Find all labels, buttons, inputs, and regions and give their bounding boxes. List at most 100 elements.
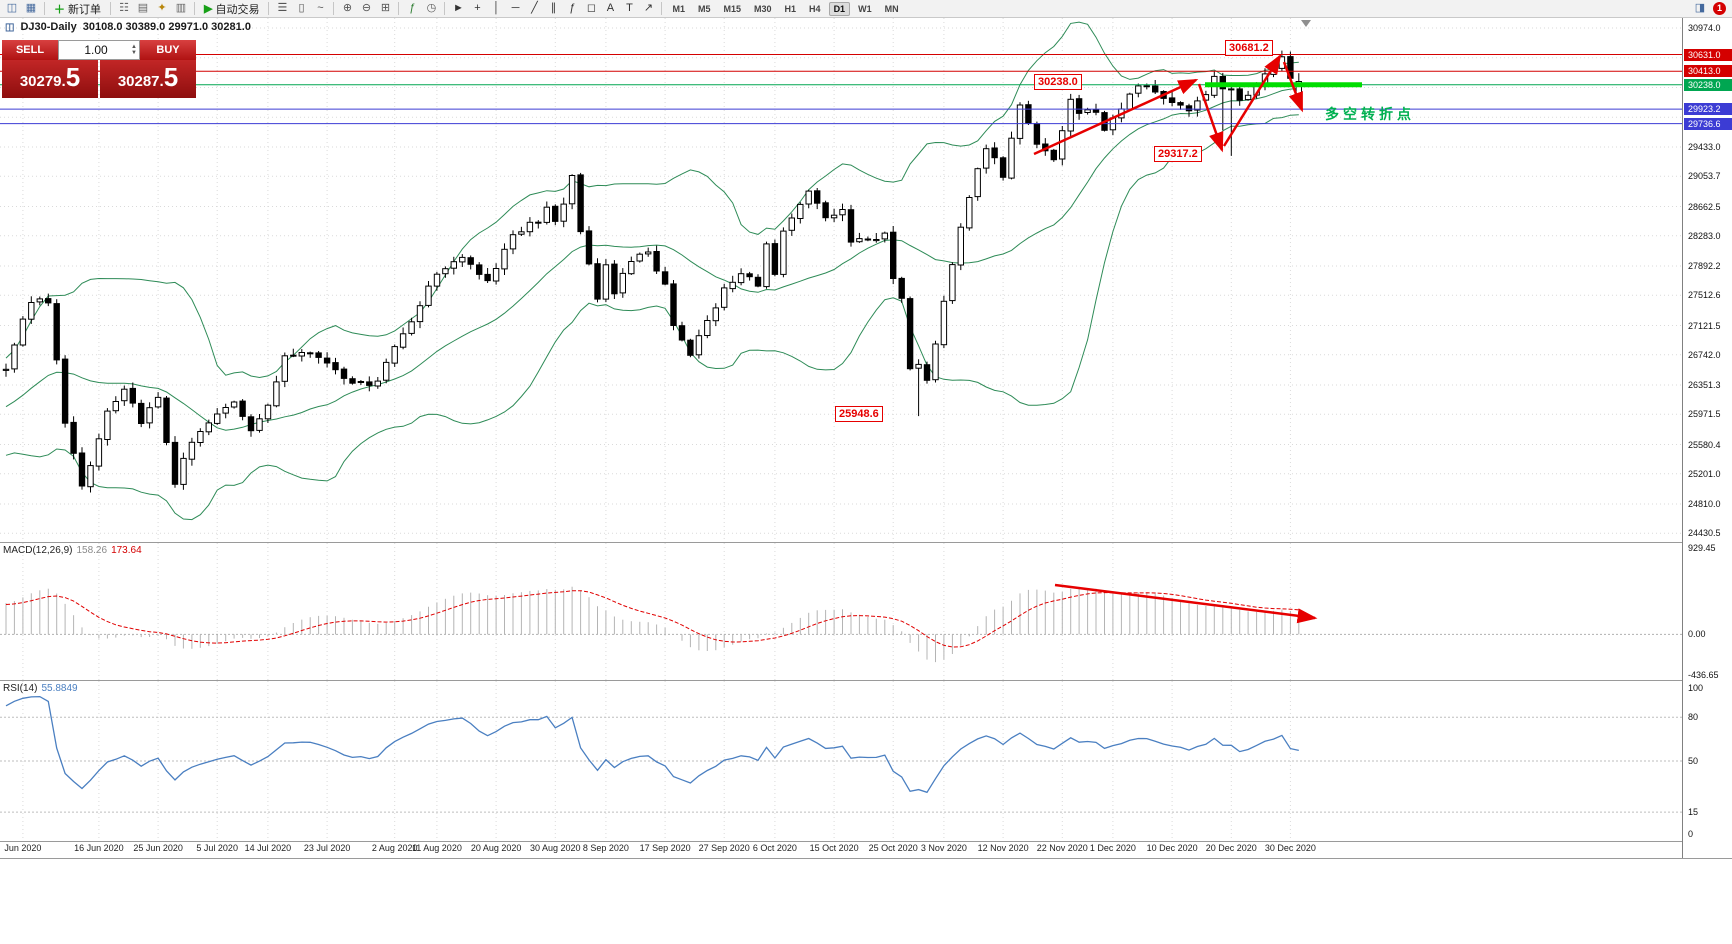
date-axis-label: 27 Sep 2020 [698, 843, 750, 853]
macd-panel[interactable] [0, 543, 1682, 680]
text-icon[interactable]: A [606, 2, 615, 14]
rsi-axis-label: 0 [1688, 829, 1694, 839]
volume-down-button[interactable]: ▼ [131, 50, 137, 56]
date-axis-label: 30 Dec 2020 [1264, 843, 1316, 853]
volume-up-button[interactable]: ▲ [131, 44, 137, 50]
chart-shift-marker[interactable] [1301, 20, 1311, 27]
timeframe-m1-button[interactable]: M1 [672, 3, 685, 14]
macd-histogram [5, 586, 1300, 663]
timeframe-m30-button[interactable]: M30 [754, 3, 772, 14]
price-axis-label: 26351.3 [1688, 380, 1721, 390]
panel-separator[interactable] [0, 680, 1732, 681]
data-window-icon[interactable]: ▤ [137, 2, 149, 14]
chart-window-icon[interactable]: ◨ [1694, 2, 1706, 14]
volume-value[interactable]: 1.00 [84, 43, 108, 57]
navigator-icon[interactable]: ✦ [157, 2, 167, 14]
date-axis-label: 1 Dec 2020 [1089, 843, 1136, 853]
fibonacci-icon[interactable]: ƒ [569, 2, 576, 14]
candles[interactable] [2, 50, 1302, 493]
horizontal-line-icon[interactable]: ─ [511, 2, 520, 14]
buy-price: 30287. [117, 73, 164, 90]
panel-separator [0, 841, 1732, 842]
tile-windows-icon[interactable]: ⊞ [380, 2, 391, 14]
market-watch-icon[interactable]: ☷ [119, 2, 129, 14]
zoom-in-icon[interactable]: ⊕ [342, 2, 353, 14]
new-order-button[interactable]: ＋新订单 [49, 1, 106, 17]
rsi-axis-label: 50 [1688, 756, 1699, 766]
price-tag: 29923.2 [1684, 103, 1732, 116]
price-tag: 30631.0 [1684, 48, 1732, 61]
date-axis-label: 30 Aug 2020 [530, 843, 581, 853]
date-axis-label: 22 Nov 2020 [1036, 843, 1088, 853]
channel-icon[interactable]: ∥ [550, 2, 557, 14]
toolbar-separator [110, 2, 111, 15]
label-icon[interactable]: T [626, 2, 633, 14]
zoom-out-icon[interactable]: ⊖ [361, 2, 372, 14]
price-axis[interactable]: 30974.0 29433.0 29053.7 28662.5 28283.0 27892… [1682, 18, 1732, 858]
rsi-value: 55.8849 [41, 683, 78, 694]
sell-price-display[interactable]: 30279. 5 [2, 60, 98, 98]
timeframe-m5-button[interactable]: M5 [697, 3, 711, 14]
main-chart[interactable] [0, 18, 1682, 542]
date-axis[interactable]: Jun 2020 16 Jun 2020 25 Jun 2020 5 Jul 2020… [0, 843, 1682, 857]
line-chart-mode-icon[interactable]: ~ [317, 2, 324, 14]
buy-button[interactable]: BUY [140, 40, 196, 60]
price-axis-label: 29433.0 [1688, 142, 1721, 152]
trend-arrow [1033, 78, 1199, 156]
indicators-icon[interactable]: ƒ [409, 2, 416, 14]
macd-axis-label: 929.45 [1688, 543, 1716, 553]
auto-trading-play-icon: ▶ [204, 3, 213, 15]
rsi-line [5, 695, 1299, 794]
notifications-badge[interactable]: 1 [1713, 2, 1726, 15]
candlestick-mode-icon[interactable]: ▯ [298, 2, 305, 14]
auto-trading-button[interactable]: ▶ 自动交易 [199, 1, 264, 17]
trend-arrow [1282, 61, 1304, 113]
date-axis-label: 25 Jun 2020 [133, 843, 183, 853]
timeframe-h1-button[interactable]: H1 [784, 3, 797, 14]
macd-trend-arrow[interactable] [1054, 583, 1318, 624]
grid [0, 18, 1682, 542]
auto-trading-button-label: 自动交易 [215, 3, 260, 16]
toolbar-separator [444, 2, 446, 15]
macd-name: MACD(12,26,9) [3, 545, 73, 556]
shapes-icon[interactable]: ◻ [586, 2, 597, 14]
cursor-icon[interactable]: ► [453, 2, 464, 14]
terminal-icon[interactable]: ▥ [175, 2, 187, 14]
bollinger-middle-band [5, 88, 1299, 431]
trend-arrows[interactable] [1033, 53, 1304, 156]
one-click-trading-panel: SELL 1.00 ▲ ▼ BUY 30279. 5 30287. 5 [2, 40, 196, 98]
rsi-panel[interactable] [0, 681, 1682, 841]
toolbar-separator [661, 2, 663, 15]
bar-chart-mode-icon[interactable]: ☰ [277, 2, 288, 14]
vertical-line-icon[interactable]: │ [493, 2, 500, 14]
price-axis-label: 24430.5 [1688, 528, 1721, 539]
timeframe-mn-button[interactable]: MN [884, 3, 899, 14]
toolbar-separator [194, 2, 195, 15]
rsi-label: RSI(14) 55.8849 [3, 683, 78, 694]
trendline-icon[interactable]: ╱ [531, 2, 538, 14]
horizontal-lines[interactable] [0, 54, 1682, 125]
timeframe-w1-button[interactable]: W1 [858, 3, 872, 14]
crosshair-icon[interactable]: + [474, 2, 481, 14]
date-axis-label: 8 Sep 2020 [582, 843, 629, 853]
macd-signal-value: 173.64 [111, 545, 142, 556]
date-axis-label: 14 Jul 2020 [244, 843, 292, 853]
buy-price-display[interactable]: 30287. 5 [100, 60, 196, 98]
chart-icon: ◫ [5, 21, 15, 33]
date-axis-label: 16 Jun 2020 [74, 843, 124, 853]
date-axis-label: 5 Jul 2020 [196, 843, 238, 853]
date-axis-label: 15 Oct 2020 [809, 843, 859, 853]
timeframe-d1-button[interactable]: D1 [828, 1, 851, 16]
new-chart-icon[interactable]: ◫ [6, 2, 18, 14]
rsi-axis-label: 80 [1688, 712, 1699, 723]
periods-icon[interactable]: ◷ [426, 2, 437, 14]
chart-profiles-icon[interactable]: ▦ [25, 2, 37, 14]
timeframe-m15-button[interactable]: M15 [723, 3, 742, 14]
volume-input[interactable]: 1.00 ▲ ▼ [58, 40, 140, 60]
panel-separator[interactable] [0, 542, 1732, 543]
bollinger-lower-band [5, 114, 1299, 521]
timeframe-h4-button[interactable]: H4 [809, 3, 821, 14]
sell-button[interactable]: SELL [2, 40, 58, 60]
arrows-icon[interactable]: ↗ [643, 2, 654, 14]
main-toolbar: ◫ ▦ ＋新订单 ☷ ▤ ✦ ▥ ▶ 自动交易 ☰ ▯ ~ ⊕ ⊖ ⊞ ƒ ◷ ► + │ ─ ╱ ∥ ƒ ◻ A T ↗ M1 M5 M1… [0, 0, 1732, 18]
